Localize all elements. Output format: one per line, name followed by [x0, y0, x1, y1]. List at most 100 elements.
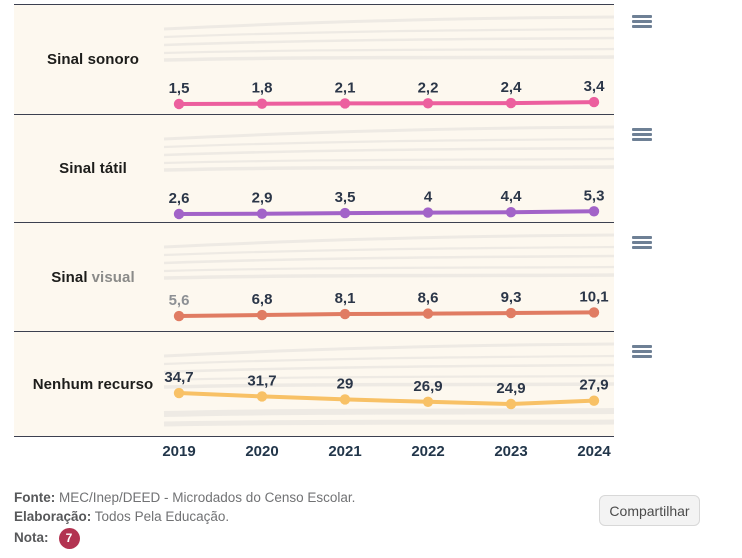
series-label-text: Sinal sonoro — [46, 51, 140, 68]
data-point[interactable] — [339, 308, 351, 320]
source-line: Fonte: MEC/Inep/DEED - Microdados do Cen… — [14, 489, 355, 508]
data-point[interactable] — [505, 207, 517, 218]
data-point[interactable] — [339, 394, 351, 405]
series-label: Nenhum recurso — [14, 332, 172, 436]
ghost-series-line — [163, 273, 614, 280]
data-point[interactable] — [173, 310, 185, 322]
series-label: Sinal visual — [14, 223, 172, 331]
data-point[interactable] — [505, 307, 517, 319]
data-point[interactable] — [256, 391, 268, 402]
series-label-text: Sinal — [51, 268, 88, 286]
data-point[interactable] — [588, 206, 600, 217]
data-point[interactable] — [588, 307, 600, 318]
data-point[interactable] — [422, 308, 434, 319]
data-point-value-label: 2,9 — [252, 190, 273, 207]
series-label-text: Sinal tátil — [59, 160, 127, 177]
ghost-series-line — [163, 157, 614, 165]
source-text: MEC/Inep/DEED - Microdados do Censo Esco… — [55, 490, 356, 505]
data-point-value-label: 2,4 — [501, 79, 523, 96]
ghost-series-line — [163, 146, 614, 157]
data-point-value-label: 5,3 — [584, 187, 605, 204]
line-plot: 2,6 2,9 3,5 4 4,4 5,3 — [163, 125, 614, 220]
ghost-series-line — [163, 125, 614, 141]
ghost-series-line — [163, 354, 614, 366]
note-badge[interactable]: 7 — [58, 528, 80, 549]
data-point[interactable] — [588, 395, 600, 406]
data-point[interactable] — [173, 98, 185, 110]
x-axis-tick-2019: 2019 — [162, 443, 196, 460]
menu-bar — [632, 138, 652, 141]
chart-panel-sinal-sonoro: Sinal sonoro 1,5 1,8 2,1 2,2 2,4 3,4 — [14, 4, 614, 114]
menu-bar — [632, 345, 652, 348]
data-point-value-label: 2,6 — [169, 190, 190, 207]
data-point[interactable] — [422, 207, 434, 218]
data-point-value-label: 29 — [337, 375, 354, 392]
data-point-value-label: 26,9 — [413, 378, 442, 395]
elaboration-text: Todos Pela Educação. — [91, 508, 230, 524]
data-point[interactable] — [256, 98, 268, 109]
data-point[interactable] — [588, 96, 600, 108]
series-label: Sinal sonoro — [14, 5, 172, 114]
series-line — [177, 391, 596, 407]
menu-bar — [632, 15, 652, 18]
data-point-value-label: 6,8 — [252, 291, 273, 308]
menu-bar — [632, 20, 652, 23]
menu-bar — [632, 241, 652, 244]
x-axis-tick-2022: 2022 — [411, 443, 445, 460]
data-point-value-label: 31,7 — [247, 372, 276, 389]
ghost-series-line — [163, 408, 614, 417]
menu-bar — [632, 133, 652, 136]
ghost-series-line — [163, 265, 614, 273]
chart-panel-sinal: Sinal visual 5,6 6,8 8,1 8,6 9,3 10,1 — [14, 222, 614, 331]
line-plot: 1,5 1,8 2,1 2,2 2,4 3,4 — [163, 15, 614, 110]
data-point-value-label: 3,5 — [335, 189, 356, 206]
x-axis-tick-2021: 2021 — [328, 443, 362, 460]
note-label: Nota: — [14, 530, 49, 546]
data-point[interactable] — [256, 309, 268, 321]
menu-bar — [632, 25, 652, 28]
hamburger-menu-icon[interactable] — [632, 15, 652, 29]
ghost-series-line — [163, 137, 614, 149]
data-point-value-label: 2,2 — [418, 79, 439, 96]
ghost-series-line — [163, 55, 614, 62]
data-point-value-label: 1,8 — [252, 80, 273, 97]
data-point[interactable] — [422, 98, 434, 109]
ghost-series-line — [163, 233, 614, 249]
ghost-series-line — [163, 15, 614, 31]
hamburger-menu-icon[interactable] — [632, 128, 652, 142]
data-point-value-label: 2,1 — [335, 79, 356, 96]
data-point-value-label: 24,9 — [496, 380, 525, 397]
data-point-value-label: 27,9 — [579, 377, 608, 394]
ghost-series-line — [163, 419, 614, 427]
data-point[interactable] — [422, 396, 434, 407]
data-point[interactable] — [173, 208, 185, 220]
hamburger-menu-icon[interactable] — [632, 345, 652, 359]
x-axis-tick-2023: 2023 — [494, 443, 528, 460]
x-axis: 2019 2020 2021 2022 2023 2024 — [14, 443, 614, 463]
data-point-value-label: 1,5 — [169, 80, 190, 97]
data-point-value-label: 34,7 — [164, 369, 193, 386]
hamburger-menu-icon[interactable] — [632, 236, 652, 250]
chart-panel-sinal-tátil: Sinal tátil 2,6 2,9 3,5 4 4,4 5,3 — [14, 114, 614, 222]
data-point[interactable] — [505, 97, 517, 109]
line-plot: 5,6 6,8 8,1 8,6 9,3 10,1 — [163, 233, 614, 322]
menu-bar — [632, 355, 652, 358]
data-point[interactable] — [256, 208, 268, 219]
data-point-value-label: 8,1 — [335, 290, 356, 307]
series-line — [177, 209, 596, 216]
data-point[interactable] — [339, 207, 351, 219]
series-line — [177, 310, 596, 319]
ghost-series-line — [163, 374, 614, 382]
ghost-series-line — [163, 36, 614, 47]
data-point-value-label: 3,4 — [584, 78, 606, 95]
data-point[interactable] — [505, 398, 517, 410]
data-point-value-label: 9,3 — [501, 289, 522, 306]
note-line: Nota: 7 — [14, 528, 355, 549]
data-point[interactable] — [339, 98, 351, 109]
data-point[interactable] — [173, 387, 185, 399]
line-plot: 34,7 31,7 29 26,9 24,9 27,9 — [163, 342, 614, 427]
share-button[interactable]: Compartilhar — [599, 495, 700, 526]
series-label-muted-text: visual — [91, 268, 135, 286]
data-point-value-label: 8,6 — [418, 290, 439, 307]
